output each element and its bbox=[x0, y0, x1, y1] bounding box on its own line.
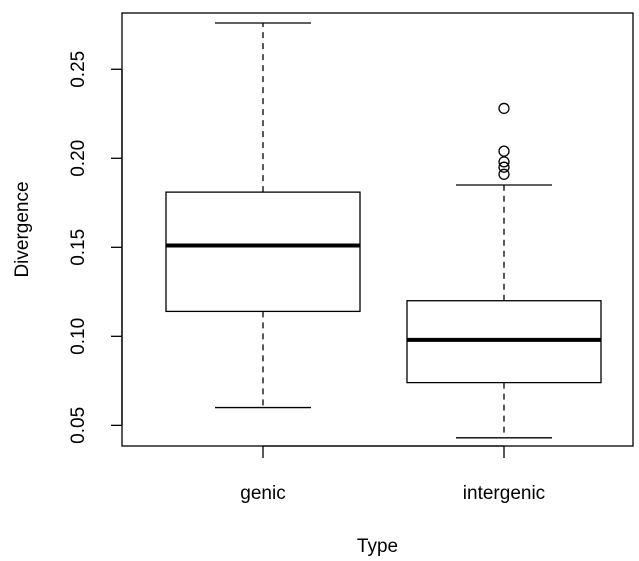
y-tick-label: 0.15 bbox=[68, 229, 89, 266]
y-tick-label: 0.10 bbox=[68, 318, 89, 355]
y-tick-label: 0.25 bbox=[68, 51, 89, 88]
y-axis-label: Divergence bbox=[12, 181, 33, 277]
outlier-point bbox=[498, 168, 510, 180]
iqr-box bbox=[165, 191, 361, 313]
x-axis: genic intergenic bbox=[240, 445, 545, 504]
y-axis: 0.05 0.10 0.15 0.20 0.25 bbox=[68, 51, 123, 444]
boxes-layer bbox=[165, 22, 602, 439]
x-axis-label: Type bbox=[357, 536, 398, 557]
y-tick-label: 0.05 bbox=[68, 407, 89, 444]
outlier-point bbox=[498, 145, 510, 157]
box-genic bbox=[165, 22, 361, 409]
outlier-point bbox=[498, 161, 510, 173]
x-tick-label: genic bbox=[240, 483, 285, 504]
y-tick-label: 0.20 bbox=[68, 140, 89, 177]
outlier-point bbox=[498, 156, 510, 168]
outlier-point bbox=[498, 102, 510, 115]
x-tick-label: intergenic bbox=[463, 483, 545, 504]
box-intergenic bbox=[406, 102, 602, 439]
